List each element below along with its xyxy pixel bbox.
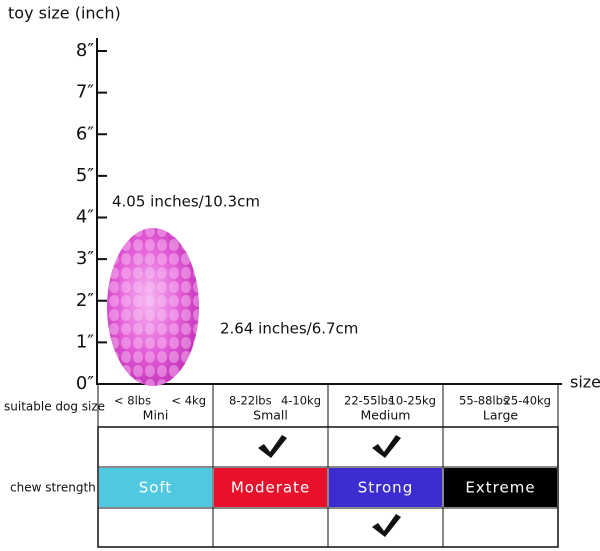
ticks: 0″ 1″ 2″ 3″ 4″ 5″ 6″ 7″ 8″: [76, 40, 107, 394]
strength-cell: [99, 468, 212, 507]
size-name: Small: [253, 408, 288, 423]
strength-cell: [214, 468, 327, 507]
strength-cell: [329, 468, 442, 507]
strength-label: Strong: [358, 479, 413, 497]
tick-label: 0″: [76, 373, 94, 394]
size-name: Mini: [143, 408, 169, 423]
check: [258, 435, 287, 458]
check: [372, 514, 401, 537]
size-lbs: < 8lbs: [114, 394, 151, 408]
strength-label: Extreme: [465, 479, 535, 497]
axis-title: toy size (inch): [8, 4, 121, 23]
tick-label: 8″: [76, 40, 94, 61]
tick-label: 6″: [76, 123, 94, 144]
x-axis-title: size: [570, 373, 600, 392]
tick-label: 1″: [76, 331, 94, 352]
check: [372, 435, 401, 458]
size-name: Medium: [361, 408, 411, 423]
strength-cell: [444, 468, 557, 507]
size-lbs: 8-22lbs: [229, 394, 272, 408]
tick-label: 5″: [76, 165, 94, 186]
size-kg: 4-10kg: [281, 394, 321, 408]
tick-label: 3″: [76, 248, 94, 269]
size-lbs: 55-88lbs: [459, 394, 509, 408]
size-kg: 10-25kg: [389, 394, 436, 408]
tick-label: 4″: [76, 207, 94, 228]
row-label: chew strength: [10, 481, 96, 495]
tick-label: 7″: [76, 82, 94, 103]
size-kg: 25-40kg: [504, 394, 551, 408]
size-name: Large: [483, 408, 518, 423]
width-label: 2.64 inches/6.7cm: [220, 320, 358, 338]
size-lbs: 22-55lbs: [344, 394, 394, 408]
row-label: suitable dog size: [4, 400, 105, 414]
check-marks: [258, 435, 401, 537]
strength-label: Moderate: [231, 479, 310, 497]
tick-label: 2″: [76, 290, 94, 311]
toy-texture: [107, 228, 199, 386]
height-label: 4.05 inches/10.3cm: [112, 193, 260, 211]
size-kg: < 4kg: [171, 394, 206, 408]
strength-label: Soft: [139, 479, 173, 497]
